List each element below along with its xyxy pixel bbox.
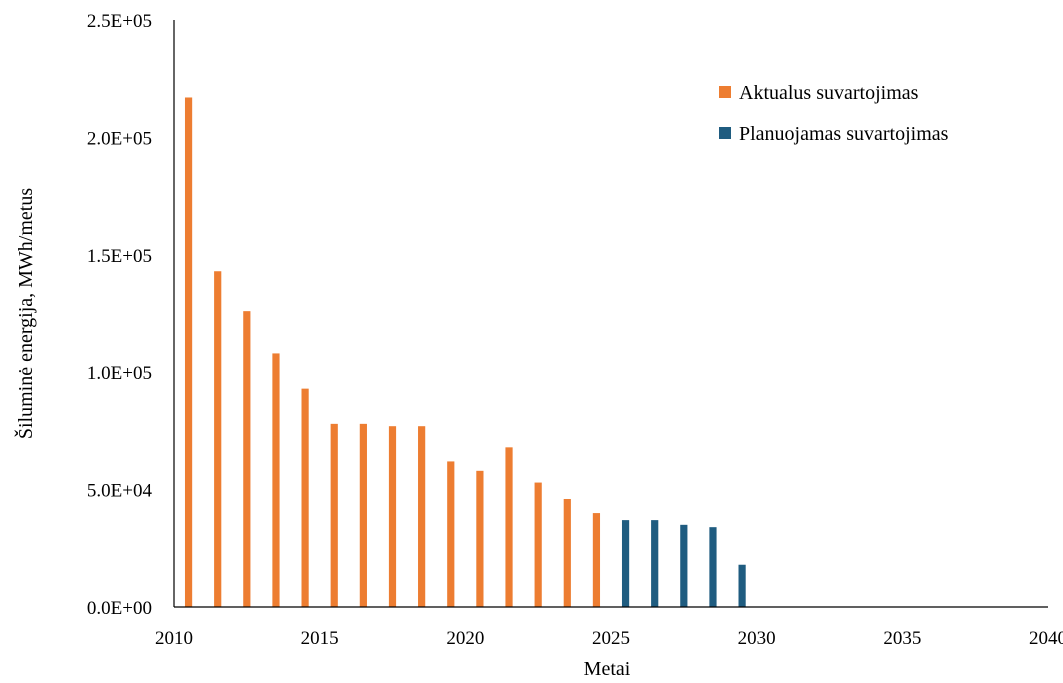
x-tick-label: 2025	[592, 628, 630, 649]
x-tick-label: 2010	[155, 628, 193, 649]
y-tick-label: 5.0E+04	[87, 481, 153, 502]
bar-0-2022	[534, 482, 542, 607]
bars-group	[184, 97, 746, 607]
bar-1-2026	[651, 520, 659, 607]
bar-0-2019	[447, 461, 455, 607]
bar-0-2021	[505, 447, 513, 607]
x-tick-labels: 2010 2015 2020 2025 2030 2035 2040	[155, 628, 1063, 649]
y-tick-label: 1.5E+05	[87, 246, 152, 267]
bar-0-2015	[330, 423, 338, 607]
x-tick-label: 2020	[446, 628, 484, 649]
y-tick-labels: 0.0E+00 5.0E+04 1.0E+05 1.5E+05 2.0E+05 2.5E+…	[87, 11, 153, 619]
bar-1-2027	[680, 524, 688, 607]
x-tick-label: 2015	[301, 628, 339, 649]
legend: Aktualus suvartojimas Planuojamas suvarto…	[695, 68, 1025, 148]
legend-swatch-1	[719, 127, 731, 139]
bar-0-2024	[592, 513, 601, 607]
x-axis-title: Metai	[584, 658, 631, 680]
legend-label-0: Aktualus suvartojimas	[739, 82, 919, 104]
y-tick-label: 2.5E+05	[87, 11, 152, 32]
x-tick-label: 2035	[883, 628, 921, 649]
legend-background	[695, 68, 1025, 148]
bar-0-2010	[184, 97, 193, 607]
y-tick-label: 2.0E+05	[87, 128, 152, 149]
bar-0-2011	[214, 271, 222, 607]
bar-0-2016	[359, 423, 367, 607]
x-tick-label: 2040	[1029, 628, 1063, 649]
y-tick-label: 0.0E+00	[87, 598, 152, 619]
bar-0-2023	[563, 498, 571, 607]
bar-0-2013	[272, 353, 280, 607]
bar-0-2012	[243, 311, 251, 607]
bar-0-2018	[418, 426, 426, 607]
bar-0-2014	[301, 388, 309, 607]
bar-1-2028	[709, 527, 717, 607]
bar-0-2020	[476, 470, 484, 607]
legend-label-1: Planuojamas suvartojimas	[739, 123, 949, 145]
y-tick-label: 1.0E+05	[87, 363, 152, 384]
legend-swatch-0	[719, 86, 731, 98]
bar-1-2025	[621, 520, 630, 607]
x-tick-label: 2030	[738, 628, 776, 649]
y-axis-title: Šiluminė energija, MWh/metus	[13, 188, 37, 439]
bar-0-2017	[388, 426, 397, 607]
bar-1-2029	[738, 564, 746, 607]
